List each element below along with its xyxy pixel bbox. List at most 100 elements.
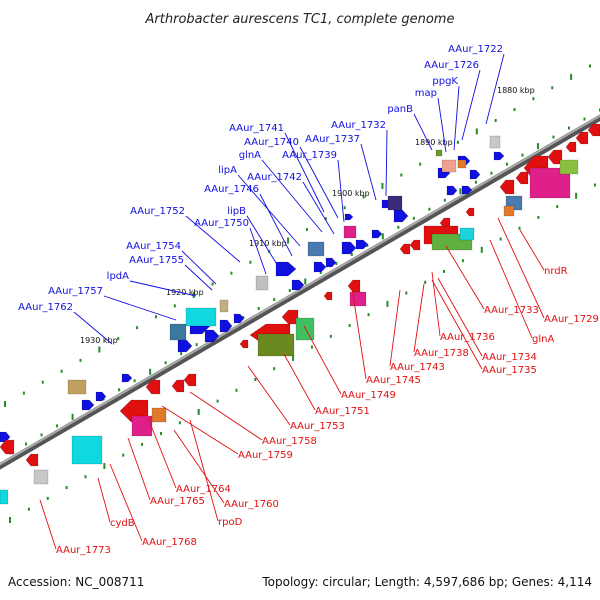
tick-mark [343,206,346,210]
tick-mark [494,119,497,123]
position-ticks [4,64,600,523]
kbp-label: 1900 kbp [332,189,370,198]
gene-block [169,323,187,341]
tick-mark [583,117,586,121]
tick-mark [118,388,121,392]
leader-line [303,325,342,395]
tick-mark [103,462,106,469]
tick-mark [230,271,233,275]
tick-mark [141,442,144,446]
gene-arrow [177,339,193,353]
gene-arrow [281,309,299,325]
leader-line [173,429,225,504]
gene-label-reverse: AAur_1760 [224,499,279,510]
tick-mark [537,215,540,219]
leader-line [283,353,316,411]
leader-line [437,277,483,357]
leader-line [185,215,241,263]
tick-mark [397,225,400,229]
gene-label-forward: AAur_1754 [126,241,181,252]
gene-label-forward: AAur_1732 [331,120,386,131]
gene-block [33,469,49,485]
tick-mark [180,352,183,356]
gene-label-forward: AAur_1741 [229,123,284,134]
gene-block [131,415,153,437]
gene-label-reverse: AAur_1753 [290,421,345,432]
gene-label-reverse: AAur_1764 [176,484,231,495]
tick-mark [474,180,477,184]
tick-mark [424,280,427,284]
gene-arrow [0,431,11,443]
gene-arrow [233,313,245,324]
gene-block [151,407,167,423]
gene-arrow [0,439,15,455]
gene-arrow [275,261,297,277]
tick-mark [490,171,493,175]
gene-arrow [355,239,369,250]
tick-mark [292,354,295,361]
gene-block [489,135,501,149]
gene-label-reverse: AAur_1729 [544,314,599,325]
leader-line [259,193,293,257]
tick-mark [195,343,198,347]
tick-mark [589,64,591,68]
gene-arrow [499,179,515,195]
leader-line [189,391,263,441]
gene-label-reverse: AAur_1758 [262,436,317,447]
kbp-label: 1880 kbp [497,86,535,95]
map-title: Arthrobacter aurescens TC1, complete gen… [145,12,455,27]
leader-line [284,132,325,213]
gene-label-reverse: AAur_1743 [390,362,445,373]
gene-label-forward: AAur_1757 [48,286,103,297]
leader-line [109,463,143,542]
tick-mark [505,162,508,166]
gene-arrow [25,453,39,467]
tick-mark [197,408,200,415]
gene-label-forward: AAur_1726 [424,60,479,71]
kbp-label: 1910 kbp [249,239,287,248]
gene-arrow [565,141,577,153]
tick-mark [456,140,459,144]
gene-label-forward: AAur_1750 [194,218,249,229]
gene-label-forward: AAur_1740 [244,137,299,148]
tick-mark [386,300,389,307]
leader-line [302,181,335,235]
gene-label-forward: AAur_1739 [282,150,337,161]
tick-mark [324,217,327,221]
tick-mark [348,323,351,327]
tick-mark [249,260,252,264]
gene-arrow [219,319,233,333]
gene-label-reverse: glnA [532,334,554,345]
gene-label-reverse: cydB [110,518,135,529]
tick-mark [310,345,313,349]
gene-arrow [587,123,600,137]
tick-mark [521,153,524,157]
tick-mark [459,188,462,195]
leader-line [129,280,197,297]
gene-label-reverse: AAur_1773 [56,545,111,556]
gene-block [257,333,295,357]
tick-mark [25,442,28,446]
gene-arrow [121,373,133,383]
kbp-label: 1930 kbp [80,336,118,345]
leader-line [249,227,267,275]
tick-mark [46,496,49,500]
tick-mark [56,424,59,428]
tick-mark [27,507,30,511]
gene-arrow [393,209,409,223]
tick-mark [499,237,502,241]
tick-mark [136,326,139,330]
tick-mark [405,291,408,295]
leader-line [489,239,533,339]
gene-label-reverse: rpoD [218,517,243,528]
gene-label-forward: AAur_1755 [129,255,184,266]
gene-arrow [399,243,411,255]
gene-block [349,291,367,307]
tick-mark [536,143,539,150]
leader-line [437,97,447,153]
tick-mark [567,126,570,130]
leader-line [161,405,239,455]
tick-mark [366,243,369,247]
tick-mark [305,228,308,232]
gene-block [307,241,325,257]
